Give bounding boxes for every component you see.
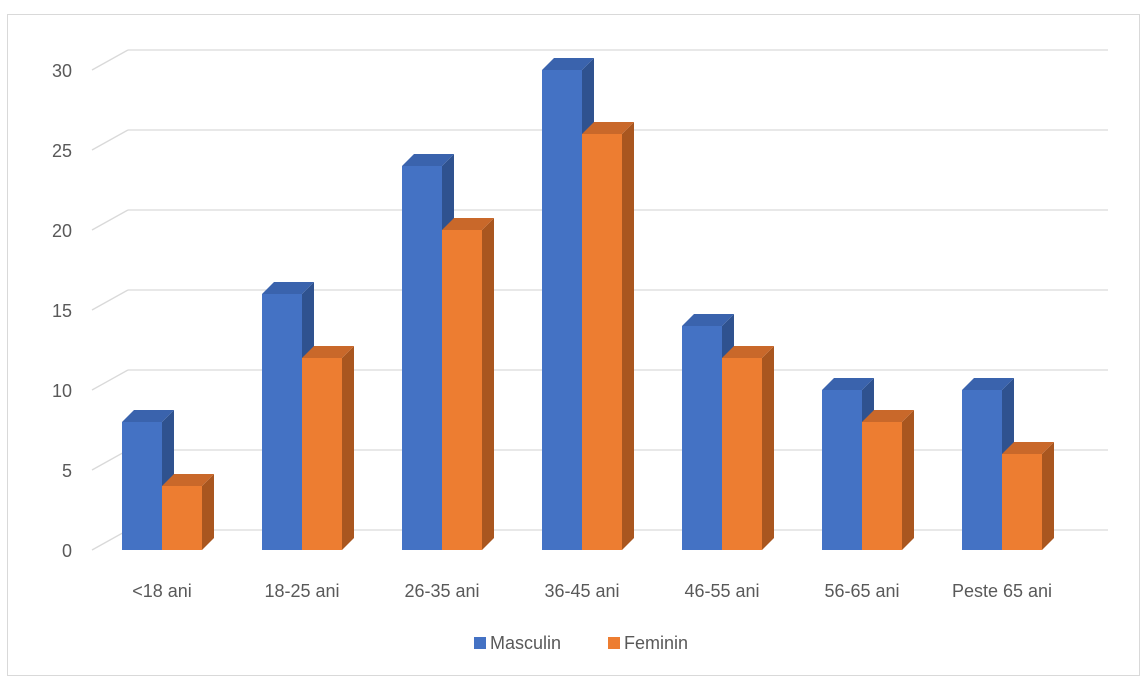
bar-feminin bbox=[1002, 454, 1042, 550]
bar-side-feminin bbox=[342, 346, 354, 550]
x-tick-label: Peste 65 ani bbox=[952, 581, 1052, 601]
y-tick-label: 0 bbox=[62, 541, 72, 561]
legend-label-masculin: Masculin bbox=[490, 633, 561, 653]
bar-top-feminin bbox=[722, 346, 774, 358]
gridline-depth bbox=[91, 369, 129, 391]
bar-side-feminin bbox=[622, 122, 634, 550]
bar-masculin bbox=[962, 390, 1002, 550]
y-tick-label: 25 bbox=[52, 141, 72, 161]
x-tick-label: 36-45 ani bbox=[544, 581, 619, 601]
bar-masculin bbox=[682, 326, 722, 550]
x-tick-label: 56-65 ani bbox=[824, 581, 899, 601]
gridline-depth bbox=[91, 289, 129, 311]
bar-masculin bbox=[822, 390, 862, 550]
bar-top-masculin bbox=[402, 154, 454, 166]
legend-swatch-masculin bbox=[474, 637, 486, 649]
bar-feminin bbox=[862, 422, 902, 550]
x-tick-label: 18-25 ani bbox=[264, 581, 339, 601]
bar-top-feminin bbox=[162, 474, 214, 486]
legend-label-feminin: Feminin bbox=[624, 633, 688, 653]
bar-feminin bbox=[302, 358, 342, 550]
bar-masculin bbox=[122, 422, 162, 550]
bar-feminin bbox=[722, 358, 762, 550]
bar-feminin bbox=[582, 134, 622, 550]
bar-feminin bbox=[162, 486, 202, 550]
y-tick-label: 15 bbox=[52, 301, 72, 321]
bar-top-feminin bbox=[302, 346, 354, 358]
y-tick-label: 20 bbox=[52, 221, 72, 241]
bar-top-feminin bbox=[862, 410, 914, 422]
gridline-depth bbox=[91, 209, 129, 231]
bar-masculin bbox=[262, 294, 302, 550]
bar-top-feminin bbox=[442, 218, 494, 230]
gridline-depth bbox=[91, 129, 129, 151]
gridline-depth bbox=[91, 49, 129, 71]
bar-feminin bbox=[442, 230, 482, 550]
bar-top-masculin bbox=[122, 410, 174, 422]
x-tick-label: <18 ani bbox=[132, 581, 192, 601]
bar-top-masculin bbox=[262, 282, 314, 294]
y-tick-label: 10 bbox=[52, 381, 72, 401]
bar-top-masculin bbox=[822, 378, 874, 390]
y-tick-label: 30 bbox=[52, 61, 72, 81]
bar-top-masculin bbox=[542, 58, 594, 70]
y-tick-label: 5 bbox=[62, 461, 72, 481]
bar-top-feminin bbox=[1002, 442, 1054, 454]
bar-side-feminin bbox=[1042, 442, 1054, 550]
legend-swatch-feminin bbox=[608, 637, 620, 649]
x-tick-label: 46-55 ani bbox=[684, 581, 759, 601]
x-tick-label: 26-35 ani bbox=[404, 581, 479, 601]
bar-masculin bbox=[542, 70, 582, 550]
bar-top-masculin bbox=[682, 314, 734, 326]
bar-top-masculin bbox=[962, 378, 1014, 390]
bar-masculin bbox=[402, 166, 442, 550]
bar-side-feminin bbox=[762, 346, 774, 550]
bar-side-feminin bbox=[202, 474, 214, 550]
bar-side-feminin bbox=[902, 410, 914, 550]
bar-side-feminin bbox=[482, 218, 494, 550]
bar-top-feminin bbox=[582, 122, 634, 134]
